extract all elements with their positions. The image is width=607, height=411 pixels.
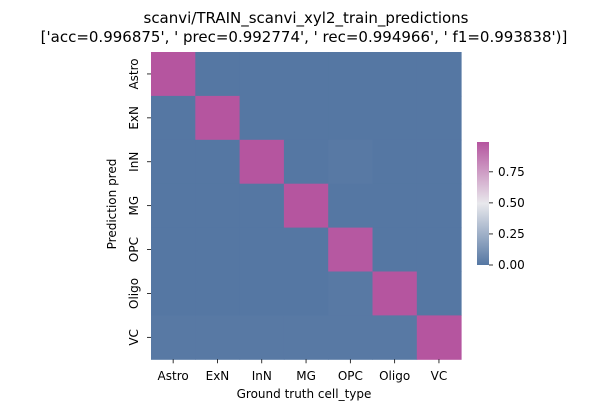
heatmap-cell-oligo-inn — [239, 271, 285, 316]
colorbar-ticks: 0.00 0.25 0.50 0.75 — [489, 165, 525, 272]
y-tick-label: OPC — [127, 237, 141, 262]
heatmap-cell-vc-astro — [151, 315, 196, 360]
colorbar-tick-label: 0.00 — [498, 258, 525, 272]
heatmap-cell-exn-exn — [195, 95, 241, 141]
heatmap-cell-mg-mg — [283, 183, 329, 229]
heatmap-cell-inn-exn — [195, 139, 241, 185]
heatmap-cell-astro-exn — [195, 52, 241, 97]
heatmap-cell-inn-inn — [239, 139, 285, 185]
heatmap-cell-astro-opc — [328, 52, 373, 97]
x-tick-label: OPC — [338, 369, 363, 383]
x-axis-label: Ground truth cell_type — [237, 387, 372, 401]
colorbar-tick-label: 0.50 — [498, 196, 525, 210]
heatmap-cell-opc-oligo — [372, 227, 418, 272]
heatmap-cell-exn-mg — [283, 95, 329, 141]
heatmap-cell-vc-vc — [416, 315, 462, 360]
heatmap-cell-vc-inn — [239, 315, 285, 360]
heatmap-cell-mg-oligo — [372, 183, 418, 229]
heatmap-cell-oligo-opc — [328, 271, 373, 316]
heatmap-cell-vc-opc — [328, 315, 373, 360]
heatmap-cell-exn-vc — [416, 95, 462, 141]
heatmap-cell-inn-astro — [151, 139, 196, 185]
heatmap-cell-astro-oligo — [372, 52, 418, 97]
heatmap-cell-opc-opc — [328, 227, 373, 272]
heatmap-cell-inn-oligo — [372, 139, 418, 185]
heatmap-cell-mg-vc — [416, 183, 462, 229]
heatmap-cell-vc-mg — [283, 315, 329, 360]
heatmap-cell-opc-exn — [195, 227, 241, 272]
x-tick-label: ExN — [206, 369, 230, 383]
heatmap-cell-opc-inn — [239, 227, 285, 272]
heatmap-cell-oligo-exn — [195, 271, 241, 316]
heatmap-cell-oligo-mg — [283, 271, 329, 316]
heatmap-cell-opc-vc — [416, 227, 462, 272]
heatmap-cells — [151, 52, 462, 360]
heatmap-cell-exn-opc — [328, 95, 373, 141]
heatmap-cell-oligo-astro — [151, 271, 196, 316]
x-tick-label: MG — [296, 369, 316, 383]
heatmap-cell-exn-inn — [239, 95, 285, 141]
x-tick-label: Oligo — [379, 369, 410, 383]
y-tick-labels: Astro ExN InN MG OPC Oligo VC — [127, 58, 151, 346]
x-tick-label: InN — [252, 369, 272, 383]
heatmap-cell-mg-inn — [239, 183, 285, 229]
heatmap-cell-astro-astro — [151, 52, 196, 97]
heatmap-cell-oligo-oligo — [372, 271, 418, 316]
heatmap-cell-vc-exn — [195, 315, 241, 360]
heatmap-cell-mg-exn — [195, 183, 241, 229]
heatmap-cell-astro-mg — [283, 52, 329, 97]
heatmap-cell-inn-opc — [328, 139, 373, 185]
heatmap-cell-inn-vc — [416, 139, 462, 185]
x-tick-label: Astro — [158, 369, 189, 383]
colorbar — [477, 142, 489, 265]
y-axis-label: Prediction pred — [105, 159, 119, 250]
x-tick-label: VC — [431, 369, 448, 383]
heatmap-cell-exn-astro — [151, 95, 196, 141]
heatmap-cell-oligo-vc — [416, 271, 462, 316]
y-tick-label: VC — [127, 329, 141, 346]
chart-title: scanvi/TRAIN_scanvi_xyl2_train_predictio… — [144, 9, 469, 28]
heatmap-cell-astro-inn — [239, 52, 285, 97]
y-tick-label: ExN — [127, 106, 141, 130]
y-tick-label: MG — [127, 196, 141, 216]
heatmap-cell-mg-opc — [328, 183, 373, 229]
x-tick-labels: Astro ExN InN MG OPC Oligo VC — [158, 359, 448, 383]
colorbar-tick-label: 0.75 — [498, 165, 525, 179]
y-tick-label: InN — [127, 152, 141, 172]
chart-subtitle: ['acc=0.996875', ' prec=0.992774', ' rec… — [41, 28, 568, 46]
y-tick-label: Oligo — [127, 278, 141, 309]
heatmap-cell-exn-oligo — [372, 95, 418, 141]
heatmap-cell-inn-mg — [283, 139, 329, 185]
y-tick-label: Astro — [127, 58, 141, 89]
heatmap-cell-opc-mg — [283, 227, 329, 272]
heatmap-cell-mg-astro — [151, 183, 196, 229]
heatmap-cell-vc-oligo — [372, 315, 418, 360]
heatmap-cell-opc-astro — [151, 227, 196, 272]
colorbar-tick-label: 0.25 — [498, 227, 525, 241]
heatmap-cell-astro-vc — [416, 52, 462, 97]
